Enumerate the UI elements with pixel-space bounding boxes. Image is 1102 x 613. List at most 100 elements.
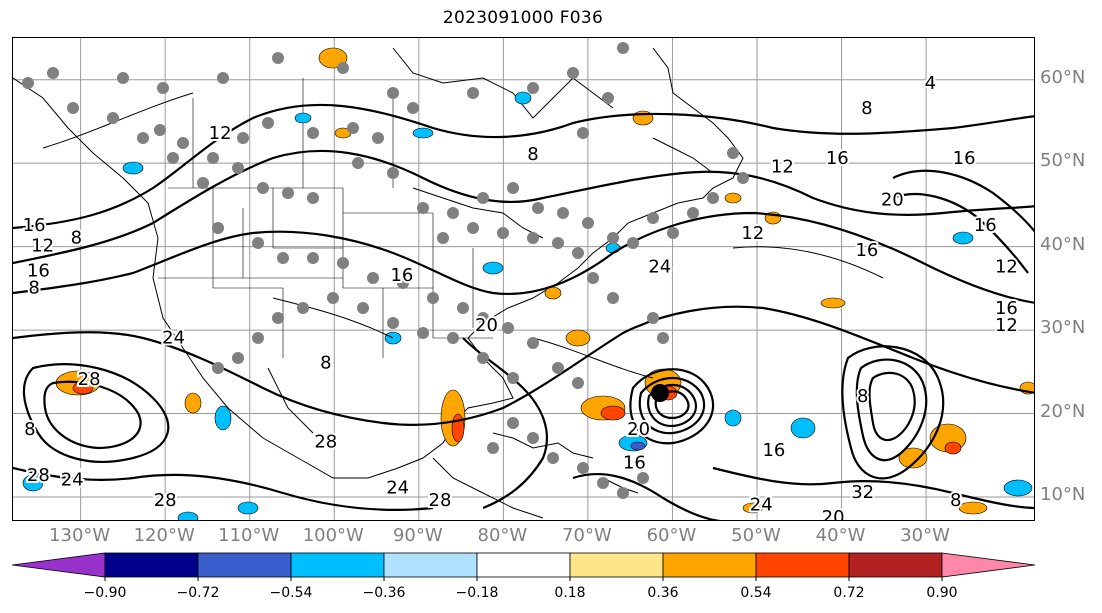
shaded-patch — [565, 329, 591, 347]
colorbar-segment — [476, 552, 571, 578]
station-dot — [627, 237, 639, 249]
station-dot — [417, 202, 429, 214]
shaded-patch — [214, 405, 232, 431]
contour-label: 16 — [953, 148, 976, 169]
contour-label: 16 — [390, 265, 413, 286]
station-dot — [262, 117, 274, 129]
station-dot — [507, 372, 519, 384]
colorbar-segment — [290, 552, 385, 578]
contour-label: 12 — [31, 236, 54, 257]
contour-label: 8 — [320, 352, 331, 373]
station-dot — [107, 112, 119, 124]
shaded-patch — [177, 511, 199, 520]
station-dot — [467, 222, 479, 234]
station-dot — [532, 202, 544, 214]
station-dot — [477, 352, 489, 364]
station-dot — [207, 152, 219, 164]
contour-label: 8 — [527, 144, 538, 165]
shaded-patch — [514, 91, 532, 105]
hurricane-center — [651, 384, 669, 402]
graticule-grid — [13, 38, 1034, 520]
station-dot — [154, 124, 166, 136]
map-panel: 16 12 16 8 8 24 28 8 28 24 28 28 24 28 16 20 8 12 8 24 12 12 1… — [12, 37, 1035, 521]
station-dot — [602, 92, 614, 104]
latitude-label: 20°N — [1040, 400, 1086, 422]
station-dot — [157, 82, 169, 94]
station-dot — [22, 77, 34, 89]
shaded-patch — [600, 405, 626, 421]
station-dot — [232, 162, 244, 174]
latitude-label: 40°N — [1040, 233, 1086, 255]
station-dot — [502, 322, 514, 334]
station-dot — [217, 72, 229, 84]
station-dot — [487, 442, 499, 454]
contour-label: 16 — [826, 148, 849, 169]
station-dot — [557, 207, 569, 219]
contour-label: 4 — [925, 73, 936, 94]
station-dot — [197, 177, 209, 189]
contour-label: 24 — [61, 469, 84, 490]
coastlines — [13, 47, 744, 519]
station-dot — [727, 147, 739, 159]
station-dot — [212, 362, 224, 374]
contour-label: 24 — [386, 478, 409, 499]
longitude-label: 70°W — [562, 525, 612, 546]
contour-label: 24 — [648, 256, 671, 277]
colorbar-segment — [569, 552, 664, 578]
station-dot — [277, 252, 289, 264]
station-dot — [232, 352, 244, 364]
shaded-patch — [294, 112, 312, 124]
longitude-label: 100°W — [302, 525, 364, 546]
station-dot — [647, 312, 659, 324]
station-dot — [387, 317, 399, 329]
colorbar-tick-label: −0.90 — [83, 585, 127, 601]
station-dot — [617, 42, 629, 54]
contour-label: 12 — [741, 223, 764, 244]
station-dot — [272, 312, 284, 324]
station-dot — [337, 62, 349, 74]
station-dot — [597, 477, 609, 489]
contour-label: 8 — [28, 277, 39, 298]
longitude-label: 30°W — [900, 525, 950, 546]
station-dot — [117, 72, 129, 84]
station-dot — [447, 332, 459, 344]
station-dot — [572, 247, 584, 259]
longitude-label: 80°W — [477, 525, 528, 546]
station-dot — [297, 302, 309, 314]
contour-label: 20 — [627, 419, 650, 440]
colorbar-tick-label: 0.72 — [833, 585, 865, 601]
station-dot — [737, 172, 749, 184]
station-dot — [272, 52, 284, 64]
longitude-label: 110°W — [218, 525, 280, 546]
station-dot — [577, 462, 589, 474]
colorbar-segment — [941, 552, 1036, 578]
station-dot — [477, 312, 489, 324]
contour-label: 12 — [995, 315, 1018, 336]
chart-title: 2023091000 F036 — [442, 8, 604, 28]
longitude-label: 130°W — [49, 525, 111, 546]
shaded-patch — [944, 441, 962, 455]
station-dot — [657, 332, 669, 344]
station-dot — [707, 192, 719, 204]
colorbar-segment — [662, 552, 757, 578]
station-dot — [477, 192, 489, 204]
longitude-label: 60°W — [646, 525, 697, 546]
station-dot — [327, 292, 339, 304]
contour-label: 16 — [623, 453, 646, 474]
station-dot — [607, 292, 619, 304]
station-dot — [527, 337, 539, 349]
station-dot — [307, 252, 319, 264]
shaded-patch — [630, 441, 646, 451]
station-dot — [507, 182, 519, 194]
shaded-patch — [22, 474, 44, 492]
station-dot — [372, 132, 384, 144]
contour-label: 28 — [27, 465, 50, 486]
contour-label: 28 — [154, 490, 177, 511]
station-dot — [552, 237, 564, 249]
shaded-patch — [482, 261, 504, 275]
contour-label: 8 — [857, 386, 868, 407]
shaded-patch — [184, 392, 202, 414]
shaded-patch — [742, 502, 764, 514]
